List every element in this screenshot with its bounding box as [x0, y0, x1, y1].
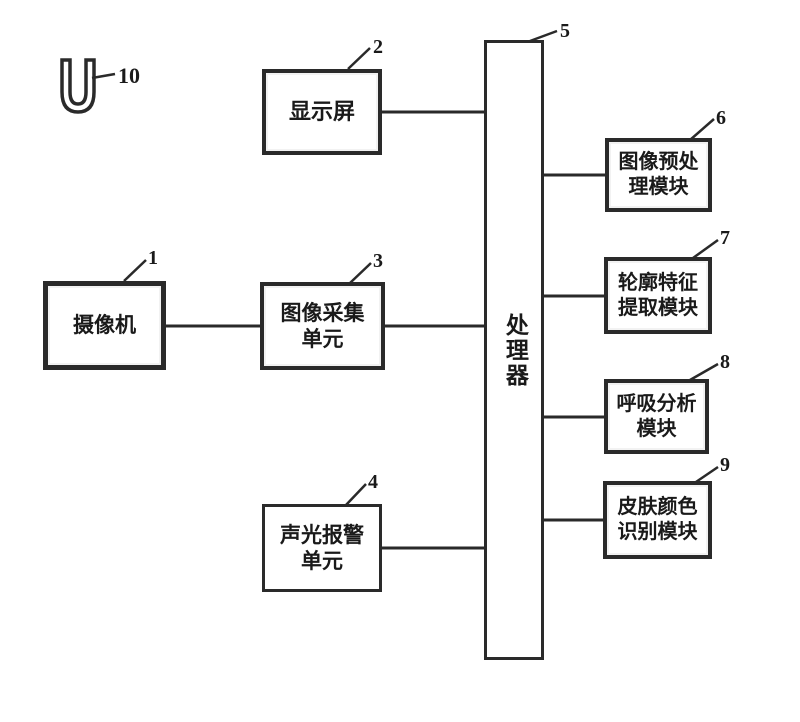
node-label: 显示屏 — [289, 98, 355, 126]
ref-label-6: 6 — [716, 107, 726, 130]
node-label: 摄像机 — [73, 312, 136, 338]
ref-label-1: 1 — [148, 247, 158, 270]
ref-label-4: 4 — [368, 471, 378, 494]
magnet-icon — [56, 58, 100, 118]
node-label: 轮廓特征 提取模块 — [618, 271, 698, 321]
node-label: 声光报警 单元 — [280, 522, 364, 575]
node-image-preprocess: 图像预处 理模块 — [605, 138, 712, 212]
node-processor: 处理器 — [484, 40, 544, 660]
node-label: 图像预处 理模块 — [619, 150, 699, 200]
node-skin-color: 皮肤颜色 识别模块 — [603, 481, 712, 559]
ref-label-5: 5 — [560, 20, 570, 43]
node-label: 图像采集 单元 — [281, 300, 365, 353]
node-label: 呼吸分析 模块 — [617, 392, 697, 442]
node-image-acquisition: 图像采集 单元 — [260, 282, 385, 370]
diagram-canvas: 摄像机 显示屏 图像采集 单元 声光报警 单元 处理器 图像预处 理模块 轮廓特… — [0, 0, 800, 722]
node-label: 处理器 — [500, 313, 529, 388]
node-display: 显示屏 — [262, 69, 382, 155]
ref-label-3: 3 — [373, 250, 383, 273]
ref-label-8: 8 — [720, 351, 730, 374]
ref-label-2: 2 — [373, 36, 383, 59]
ref-label-9: 9 — [720, 454, 730, 477]
node-camera: 摄像机 — [43, 281, 166, 370]
ref-label-10: 10 — [118, 63, 140, 89]
node-breath-analysis: 呼吸分析 模块 — [604, 379, 709, 454]
node-label: 皮肤颜色 识别模块 — [618, 495, 698, 545]
node-alarm-unit: 声光报警 单元 — [262, 504, 382, 592]
ref-label-7: 7 — [720, 227, 730, 250]
node-contour-feature: 轮廓特征 提取模块 — [604, 257, 712, 334]
